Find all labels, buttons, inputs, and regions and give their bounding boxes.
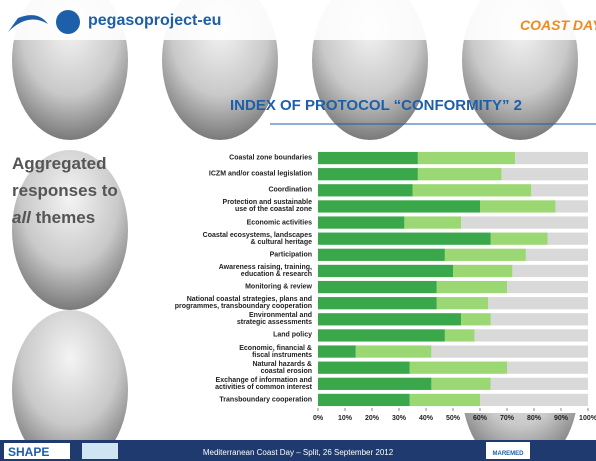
bar-segment [412,184,532,197]
bar-segment [318,361,410,374]
bar-segment [318,345,356,358]
slide-title: INDEX OF PROTOCOL “CONFORMITY” 2 [230,97,522,114]
bar-segment [318,232,491,245]
bar-segment [436,297,489,310]
bar-segment [318,184,413,197]
footer-band [0,440,596,461]
partner-logo [82,443,118,459]
bar-segment [404,216,462,229]
bar-segment [318,151,418,165]
footer-text: Mediterranean Coast Day – Split, 26 Sept… [203,448,394,457]
logo-seahorse [56,10,80,34]
bar-segment [531,184,588,197]
x-tick-label: 20% [365,415,380,422]
shape-logo: SHAPE [8,445,49,459]
bar-segment [318,313,462,326]
category-label: Coordination [268,186,312,194]
logo-text: pegasoproject-eu [88,12,221,29]
bar-segment [318,168,418,181]
bar-segment [453,264,513,278]
shape-logo-box [4,443,70,459]
side-line: Aggregated [12,154,107,173]
x-tick-label: 100% [579,415,596,422]
bar-segment [480,200,556,213]
x-tick-label: 30% [392,415,407,422]
bar-segment [507,280,588,294]
bar-segment [480,393,588,407]
bar-segment [318,200,480,213]
side-line: responses to [12,181,118,200]
bar-segment [512,264,588,278]
x-tick-label: 10% [338,415,353,422]
bar-segment [409,361,507,374]
bar-segment [436,280,507,294]
bar-segment [444,329,475,342]
coast-day-logo: COAST DAY [520,17,596,33]
bar-segment [555,200,588,213]
category-label: Economic, financial & fiscal instruments [239,344,312,359]
bar-segment [417,151,516,165]
category-label: Coastal zone boundaries [229,154,312,162]
bar-segment [318,264,453,278]
x-tick-label: 60% [473,415,488,422]
bar-segment [355,345,432,358]
bar-segment [409,393,480,407]
category-label: Economic activities [246,219,312,227]
bar-segment [501,168,588,181]
bar-segment [318,377,432,390]
bar-segment [461,216,588,229]
bar-segment [515,151,588,165]
category-label: Land policy [273,331,312,339]
bar-segment [474,329,588,342]
header-band [0,0,596,40]
x-tick-label: 80% [527,415,542,422]
bar-segment [547,232,588,245]
bar-segment [431,345,588,358]
x-tick-label: 0% [313,415,324,422]
bar-segment [318,393,410,407]
category-label: ICZM and/or coastal legislation [208,170,312,178]
bar-segment [507,361,588,374]
bar-segment [461,313,491,326]
category-label: Monitoring & review [245,283,312,291]
category-label: Transboundary cooperation [219,396,312,404]
category-label: Natural hazards & coastal erosion [252,360,312,375]
bar-segment [490,232,548,245]
bar-segment [318,280,437,294]
bar-segment [490,377,588,390]
bar-segment [318,329,445,342]
maremed-logo: MAREMED [493,451,525,457]
side-line: themes [35,208,96,227]
bar-segment [318,248,445,261]
side-emphasis: all [12,208,31,227]
logo-fish [8,15,48,33]
bar-segment [417,168,502,181]
bar-segment [431,377,491,390]
maremed-logo-box [486,442,530,459]
category-label: Environmental and strategic assessments [236,312,312,327]
category-label: National coastal strategies, plans and p… [174,296,312,311]
category-label: Exchange of information and activities o… [215,376,312,391]
category-label: Protection and sustainable use of the co… [222,199,312,214]
side-text: Aggregated responses to all themes [12,150,118,231]
bar-segment [525,248,588,261]
bar-segment [318,297,437,310]
x-tick-label: 70% [500,415,515,422]
bar-segment [490,313,588,326]
x-tick-label: 40% [419,415,434,422]
x-tick-label: 90% [554,415,569,422]
category-label: Participation [269,251,312,259]
plot: 0% 10% 20% 30% 40% 50% 60% 70% 80% 90% 100% [313,151,596,422]
x-tick-label: 50% [446,415,461,422]
category-label: Awareness raising, training, education &… [218,263,312,278]
bar-segment [488,297,588,310]
bar-segment [318,216,405,229]
category-label: Coastal ecosystems, landscapes & cultura… [202,231,312,246]
bar-segment [444,248,526,261]
